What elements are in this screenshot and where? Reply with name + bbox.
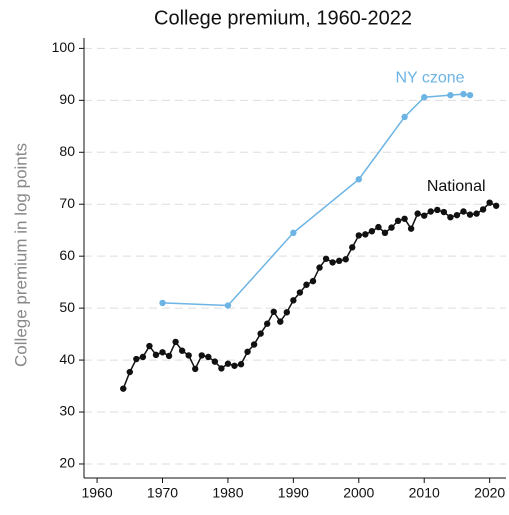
- point: [421, 94, 428, 101]
- point: [303, 281, 310, 288]
- point: [486, 199, 493, 206]
- y-tick-label: 50: [59, 299, 75, 315]
- point: [368, 228, 376, 235]
- point: [290, 297, 297, 304]
- point: [322, 255, 330, 262]
- point: [440, 208, 448, 216]
- y-tick-label: 100: [52, 39, 76, 55]
- point: [492, 202, 500, 209]
- x-tick-label: 2010: [409, 485, 440, 501]
- y-tick-label: 30: [59, 403, 75, 419]
- series-label: NY czone: [395, 69, 464, 86]
- point: [165, 352, 173, 360]
- point: [178, 347, 186, 354]
- y-tick-label: 40: [59, 351, 75, 367]
- point: [224, 302, 232, 309]
- series-label: National: [427, 178, 486, 195]
- point: [159, 349, 166, 356]
- point: [460, 90, 467, 98]
- point: [257, 330, 264, 337]
- point: [316, 264, 323, 271]
- point: [146, 342, 153, 350]
- point: [211, 358, 219, 365]
- point: [375, 223, 382, 231]
- point: [362, 231, 369, 238]
- x-tick-label: 1990: [278, 485, 309, 501]
- point: [224, 360, 232, 367]
- y-tick-label: 80: [59, 143, 75, 159]
- point: [453, 211, 461, 219]
- point: [401, 113, 408, 121]
- x-tick-label: 2020: [474, 485, 505, 501]
- x-tick-label: 1960: [82, 485, 113, 501]
- point: [342, 256, 349, 263]
- point: [296, 289, 304, 296]
- y-tick-label: 20: [59, 455, 75, 471]
- point: [270, 308, 277, 315]
- point: [407, 225, 415, 232]
- point: [139, 353, 147, 361]
- y-tick-label: 70: [59, 195, 75, 211]
- point: [388, 224, 395, 231]
- point: [479, 206, 487, 213]
- point: [421, 212, 428, 219]
- point: [394, 217, 402, 225]
- point: [381, 229, 389, 237]
- point: [198, 352, 205, 359]
- y-axis-label: College premium in log points: [11, 143, 30, 367]
- point: [205, 353, 212, 361]
- point: [401, 215, 408, 222]
- point: [473, 210, 480, 217]
- point: [250, 341, 258, 348]
- point: [355, 232, 362, 239]
- point: [152, 351, 160, 359]
- chart-title: College premium, 1960-2022: [154, 7, 412, 29]
- point: [335, 257, 343, 265]
- point: [283, 309, 291, 316]
- point: [126, 368, 133, 376]
- x-tick-label: 2000: [343, 485, 374, 501]
- point: [218, 365, 225, 372]
- point: [434, 206, 441, 214]
- point: [277, 318, 284, 325]
- point: [185, 352, 192, 359]
- point: [447, 91, 454, 99]
- series-line: [122, 201, 497, 389]
- point: [192, 365, 199, 373]
- point: [120, 385, 127, 392]
- point: [309, 277, 317, 285]
- point: [244, 348, 251, 355]
- point: [466, 91, 474, 99]
- point: [355, 176, 362, 183]
- point: [290, 229, 297, 237]
- point: [460, 208, 467, 215]
- y-tick-label: 90: [59, 91, 75, 107]
- point: [329, 259, 336, 266]
- point: [172, 338, 179, 346]
- x-tick-label: 1980: [212, 485, 243, 501]
- point: [263, 320, 271, 327]
- point: [159, 299, 166, 307]
- point: [414, 210, 421, 217]
- point: [349, 244, 356, 251]
- x-tick-label: 1970: [147, 485, 178, 501]
- point: [466, 211, 474, 218]
- point: [133, 355, 140, 363]
- point: [447, 214, 454, 221]
- point: [231, 362, 238, 369]
- y-tick-label: 60: [59, 247, 75, 263]
- point: [427, 208, 434, 215]
- point: [237, 361, 245, 368]
